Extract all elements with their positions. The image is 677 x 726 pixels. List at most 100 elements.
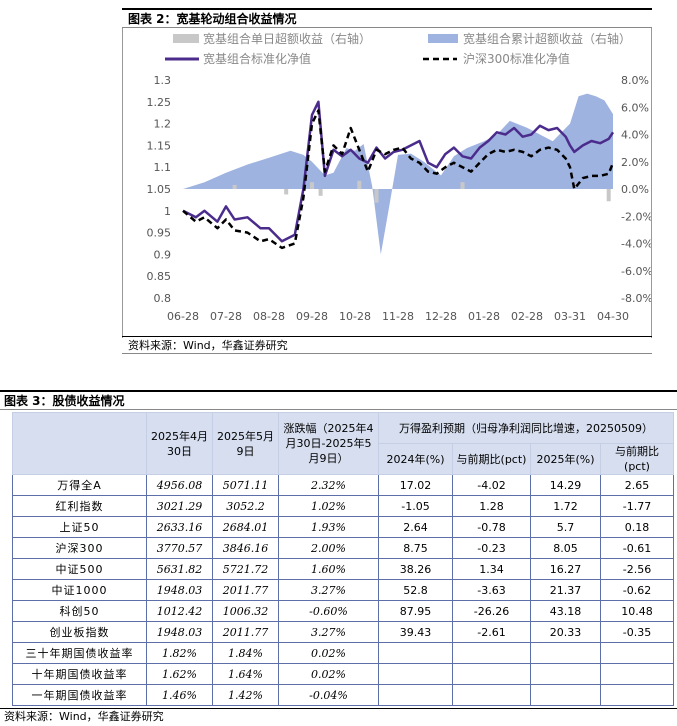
legend-label-daily-excess: 宽基组合单日超额收益（右轴） bbox=[203, 31, 371, 46]
table-cell: -0.62 bbox=[600, 579, 674, 601]
chart-legend: 宽基组合单日超额收益（右轴） 宽基组合累计超额收益（右轴） 宽基组合标准化净值 … bbox=[165, 31, 631, 66]
left-tick-label: 0.95 bbox=[147, 227, 172, 240]
table-cell: 1.02% bbox=[278, 495, 379, 517]
figure2-source: 资料来源：Wind，华鑫证券研究 bbox=[122, 336, 652, 354]
right-tick-label: -2.0% bbox=[621, 210, 651, 223]
row-label: 红利指数 bbox=[12, 495, 147, 517]
table-cell: 1.93% bbox=[278, 516, 379, 538]
portfolio-nav-line bbox=[182, 100, 615, 243]
row-label: 科创50 bbox=[12, 600, 147, 622]
legend-label-portfolio: 宽基组合标准化净值 bbox=[203, 51, 311, 66]
table-cell: -1.05 bbox=[378, 495, 453, 517]
table-cell: 39.43 bbox=[378, 621, 453, 643]
row-label: 三十年期国债收益率 bbox=[12, 642, 147, 664]
row-label: 创业板指数 bbox=[12, 621, 147, 643]
figure2-chart: 宽基组合单日超额收益（右轴） 宽基组合累计超额收益（右轴） 宽基组合标准化净值 … bbox=[147, 31, 653, 323]
table-cell: 8.75 bbox=[378, 537, 453, 559]
table-cell bbox=[600, 684, 674, 706]
table-cell: 1.64% bbox=[212, 663, 279, 685]
table-cell: 1.28 bbox=[452, 495, 531, 517]
right-tick-label: 6.0% bbox=[621, 101, 649, 114]
table-cell: 4956.08 bbox=[146, 474, 213, 496]
row-label: 沪深300 bbox=[12, 537, 147, 559]
x-tick-label: 12-28 bbox=[425, 310, 457, 323]
table-cell: 1948.03 bbox=[146, 579, 213, 601]
row-label: 一年期国债收益率 bbox=[12, 684, 147, 706]
table-cell bbox=[378, 642, 453, 664]
x-tick-label: 07-28 bbox=[210, 310, 242, 323]
table-cell: 1012.42 bbox=[146, 600, 213, 622]
table-cell bbox=[600, 663, 674, 685]
table-cell: -4.02 bbox=[452, 474, 531, 496]
table-cell bbox=[452, 684, 531, 706]
table-cell: 21.37 bbox=[530, 579, 601, 601]
table-body: 万得全A 4956.08 5071.11 2.32% 17.02 -4.02 14.29 2.… bbox=[12, 474, 674, 706]
header-sub-2: 与前期比(pct) bbox=[452, 443, 531, 475]
left-tick-label: 1.3 bbox=[154, 74, 172, 87]
right-tick-label: 2.0% bbox=[621, 156, 649, 169]
table-cell bbox=[452, 663, 531, 685]
cum-excess-area bbox=[183, 93, 613, 255]
x-tick-label: 10-28 bbox=[339, 310, 371, 323]
header-sub-1: 2024年(%) bbox=[378, 443, 453, 475]
table-cell: 3846.16 bbox=[212, 537, 279, 559]
x-tick-label: 08-28 bbox=[253, 310, 285, 323]
row-label: 十年期国债收益率 bbox=[12, 663, 147, 685]
x-tick-label: 03-31 bbox=[554, 310, 586, 323]
table-cell: 43.18 bbox=[530, 600, 601, 622]
table-cell: 2011.77 bbox=[212, 579, 279, 601]
legend-swatch-cum-excess bbox=[428, 34, 458, 43]
daily-excess-bar bbox=[374, 189, 379, 203]
right-tick-label: 4.0% bbox=[621, 129, 649, 142]
table-row: 万得全A 4956.08 5071.11 2.32% 17.02 -4.02 14.29 2.… bbox=[12, 474, 674, 496]
row-label: 中证1000 bbox=[12, 579, 147, 601]
table-cell: 1.84% bbox=[212, 642, 279, 664]
right-tick-label: 8.0% bbox=[621, 74, 649, 87]
table-cell: 2633.16 bbox=[146, 516, 213, 538]
table-cell: 0.02% bbox=[278, 663, 379, 685]
table-cell: 5071.11 bbox=[212, 474, 279, 496]
daily-excess-bar bbox=[284, 189, 289, 195]
daily-excess-bar bbox=[606, 189, 611, 202]
daily-excess-bar bbox=[310, 182, 314, 189]
table-cell: 2.65 bbox=[600, 474, 674, 496]
table-cell: 5721.72 bbox=[212, 558, 279, 580]
table-cell: 2.64 bbox=[378, 516, 453, 538]
header-group: 万得盈利预期（归母净利润同比增速，20250509） bbox=[378, 412, 674, 444]
x-tick-label: 01-28 bbox=[468, 310, 500, 323]
left-tick-label: 1.25 bbox=[147, 96, 172, 109]
plot-area bbox=[182, 93, 615, 255]
table-cell: -2.56 bbox=[600, 558, 674, 580]
table-row: 十年期国债收益率 1.62% 1.64% 0.02% bbox=[12, 663, 674, 685]
table-row: 一年期国债收益率 1.46% 1.42% -0.04% bbox=[12, 684, 674, 706]
left-tick-label: 1.2 bbox=[154, 118, 172, 131]
daily-excess-bar bbox=[357, 180, 362, 189]
daily-excess-bar bbox=[232, 184, 237, 189]
table-cell: 0.18 bbox=[600, 516, 674, 538]
table-cell: 1.46% bbox=[146, 684, 213, 706]
table-cell: 17.02 bbox=[378, 474, 453, 496]
table-cell: 3052.2 bbox=[212, 495, 279, 517]
legend-label-cum-excess: 宽基组合累计超额收益（右轴） bbox=[463, 31, 631, 46]
table-cell: 1.72 bbox=[530, 495, 601, 517]
right-tick-label: -8.0% bbox=[621, 292, 651, 305]
table-row: 中证500 5631.82 5721.72 1.60% 38.26 1.34 16.27 -2… bbox=[12, 558, 674, 580]
table-cell: 0.02% bbox=[278, 642, 379, 664]
table-cell bbox=[600, 642, 674, 664]
table-cell: -1.77 bbox=[600, 495, 674, 517]
table-cell: -0.61 bbox=[600, 537, 674, 559]
header-col1: 2025年4月30日 bbox=[146, 412, 213, 475]
header-sub-4: 与前期比(pct) bbox=[600, 443, 674, 475]
table-cell: 1.82% bbox=[146, 642, 213, 664]
table-cell: 1.34 bbox=[452, 558, 531, 580]
table-cell bbox=[530, 663, 601, 685]
table-cell: 2684.01 bbox=[212, 516, 279, 538]
table-cell: -26.26 bbox=[452, 600, 531, 622]
header-sub-3: 2025年(%) bbox=[530, 443, 601, 475]
row-label: 中证500 bbox=[12, 558, 147, 580]
table-cell: -0.60% bbox=[278, 600, 379, 622]
x-tick-label: 02-28 bbox=[511, 310, 543, 323]
table-row: 沪深300 3770.57 3846.16 2.00% 8.75 -0.23 8.05 -0.… bbox=[12, 537, 674, 559]
table-cell: 1.60% bbox=[278, 558, 379, 580]
table-cell: 10.48 bbox=[600, 600, 674, 622]
